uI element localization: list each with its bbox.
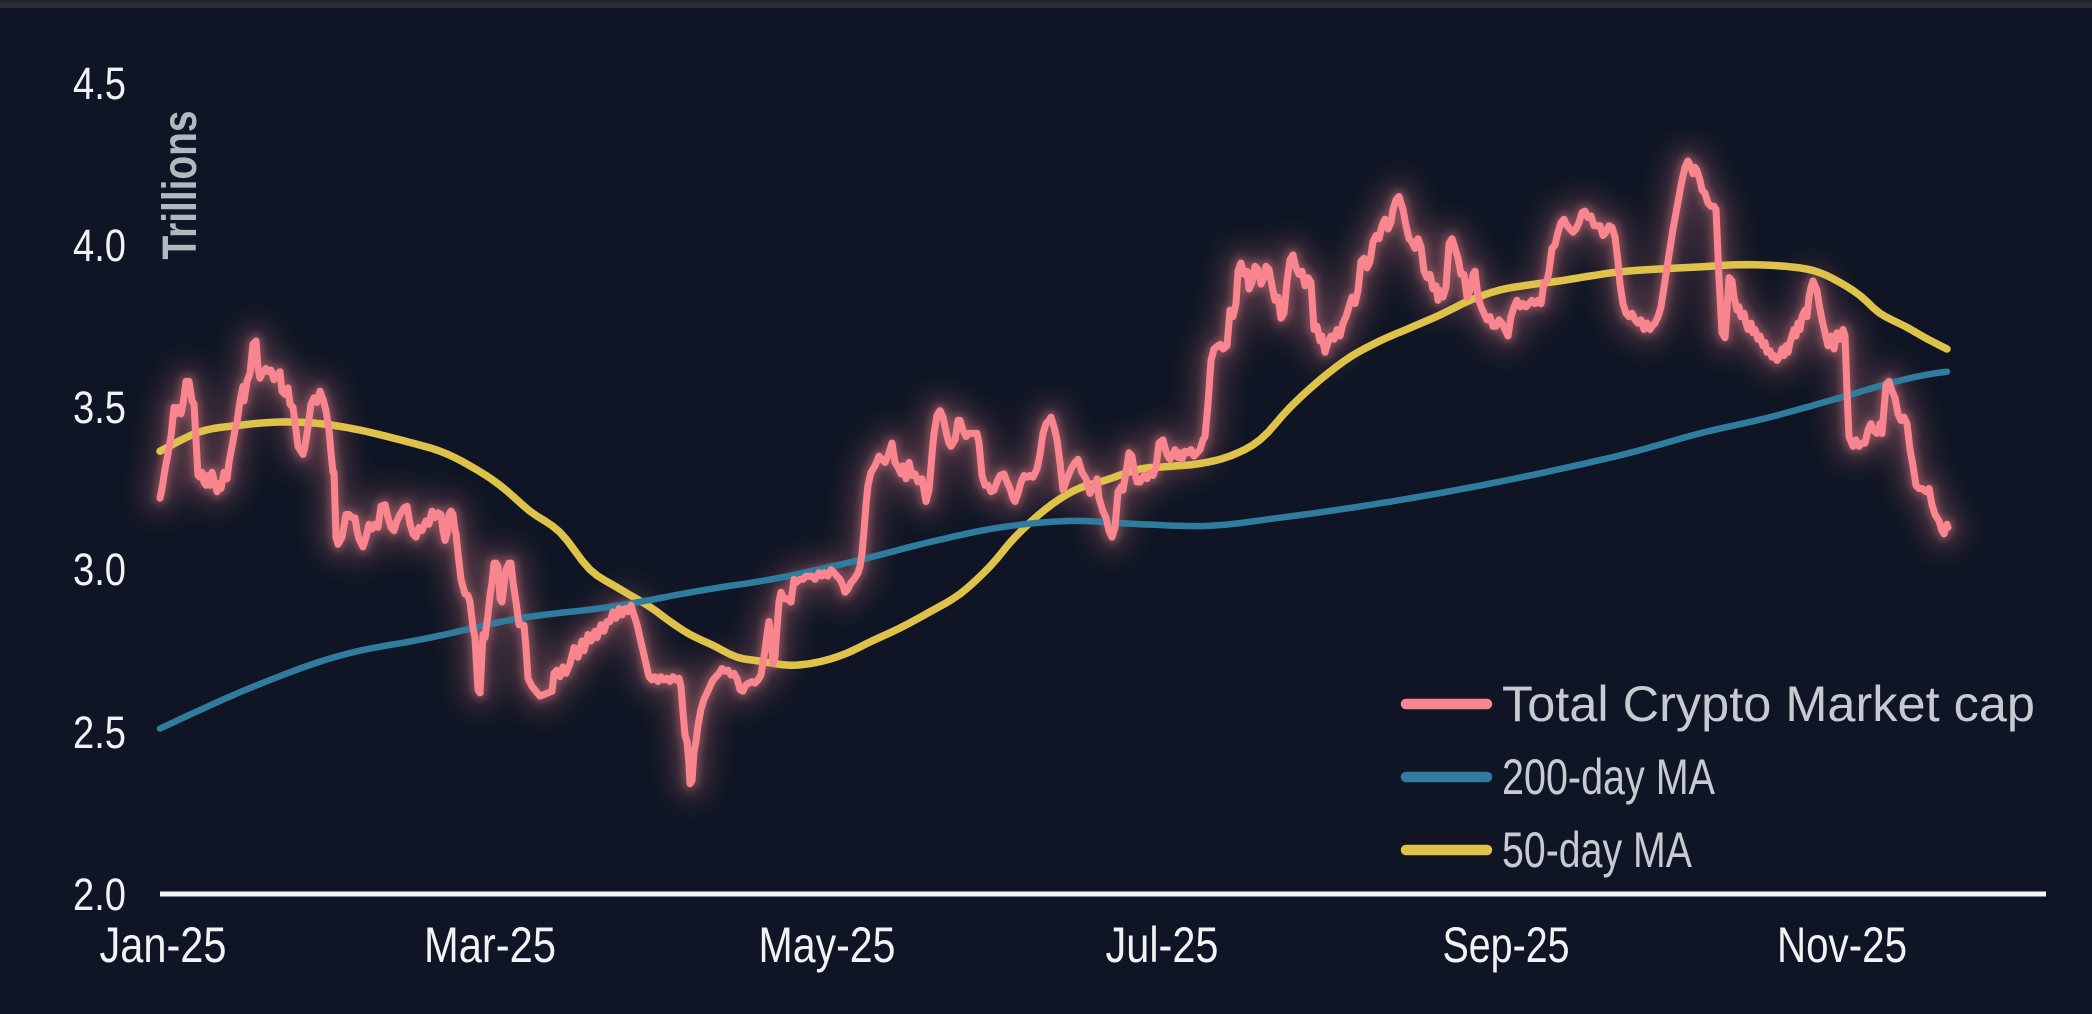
- svg-text:Jul-25: Jul-25: [1106, 917, 1219, 973]
- svg-text:50-day MA: 50-day MA: [1502, 822, 1693, 878]
- svg-text:200-day MA: 200-day MA: [1502, 749, 1716, 805]
- svg-text:4.0: 4.0: [73, 220, 126, 271]
- svg-text:Jan-25: Jan-25: [100, 917, 227, 973]
- svg-text:2.5: 2.5: [73, 707, 126, 758]
- svg-text:Trillions: Trillions: [154, 111, 207, 260]
- svg-text:Mar-25: Mar-25: [424, 917, 556, 973]
- svg-text:Sep-25: Sep-25: [1443, 917, 1570, 973]
- svg-text:3.5: 3.5: [73, 382, 126, 433]
- svg-text:3.0: 3.0: [73, 544, 126, 595]
- svg-text:Nov-25: Nov-25: [1777, 917, 1907, 973]
- svg-text:2.0: 2.0: [73, 869, 126, 920]
- svg-text:Total Crypto Market cap: Total Crypto Market cap: [1502, 676, 2035, 732]
- svg-text:4.5: 4.5: [73, 58, 126, 109]
- svg-text:May-25: May-25: [759, 917, 896, 973]
